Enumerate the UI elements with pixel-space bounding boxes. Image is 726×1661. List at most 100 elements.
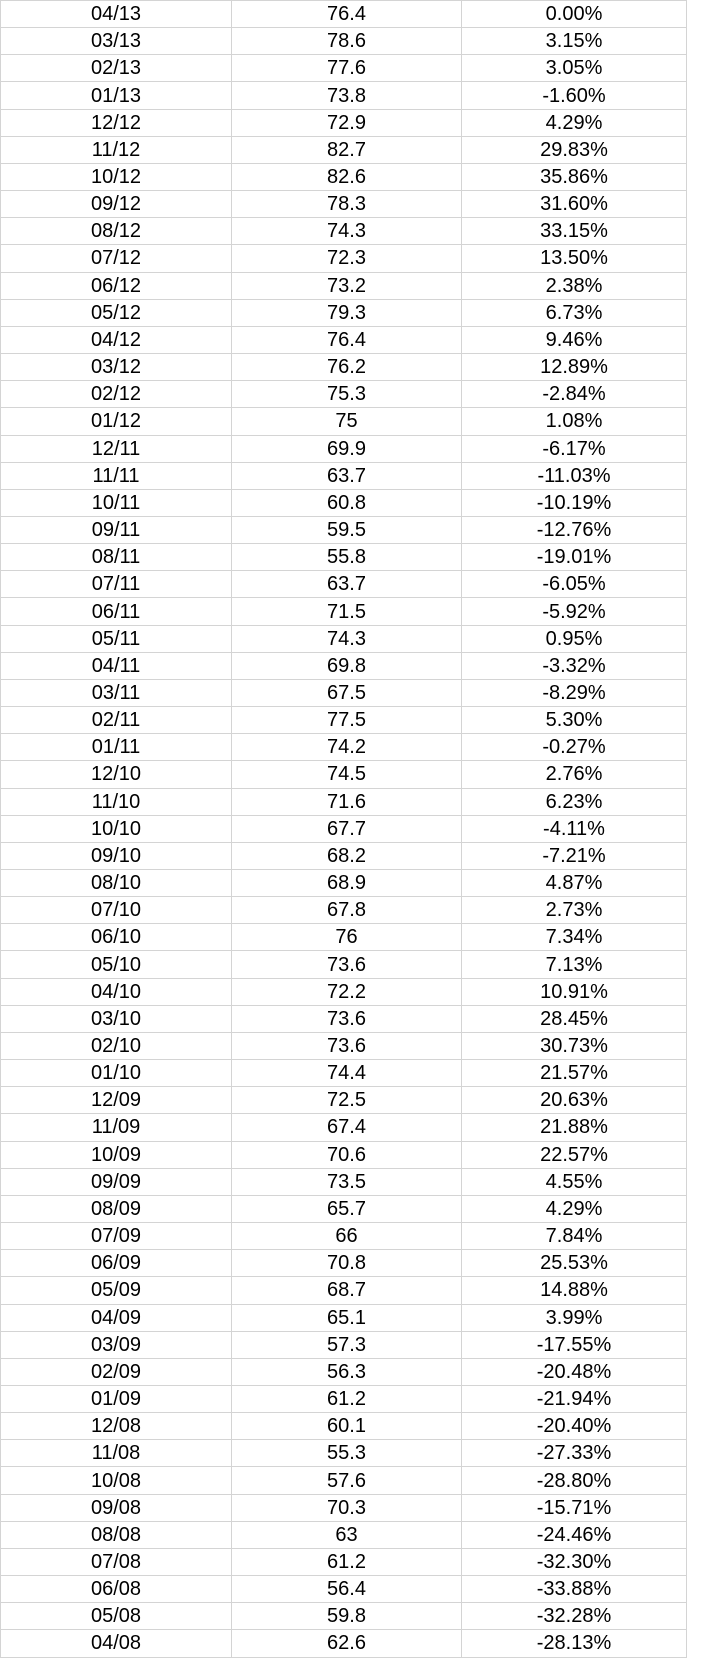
month-cell[interactable]: 07/10 xyxy=(0,896,232,925)
month-cell[interactable]: 05/08 xyxy=(0,1602,232,1631)
value-cell[interactable]: 82.7 xyxy=(231,135,462,164)
value-cell[interactable]: 73.8 xyxy=(231,81,462,110)
value-cell[interactable]: 77.5 xyxy=(231,706,462,735)
month-cell[interactable]: 02/09 xyxy=(0,1357,232,1386)
month-cell[interactable]: 06/12 xyxy=(0,271,232,300)
change-cell[interactable]: -1.60% xyxy=(461,81,687,110)
change-cell[interactable]: -2.84% xyxy=(461,380,687,409)
change-cell[interactable]: -8.29% xyxy=(461,678,687,708)
month-cell[interactable]: 03/13 xyxy=(0,27,232,56)
change-cell[interactable]: 2.73% xyxy=(461,896,687,925)
value-cell[interactable]: 73.6 xyxy=(231,950,462,979)
value-cell[interactable]: 61.2 xyxy=(231,1384,462,1414)
month-cell[interactable]: 10/12 xyxy=(0,162,232,192)
change-cell[interactable]: -17.55% xyxy=(461,1330,687,1359)
change-cell[interactable]: -11.03% xyxy=(461,461,687,490)
month-cell[interactable]: 03/11 xyxy=(0,678,232,708)
value-cell[interactable]: 67.8 xyxy=(231,896,462,925)
month-cell[interactable]: 02/13 xyxy=(0,54,232,83)
value-cell[interactable]: 65.7 xyxy=(231,1194,462,1224)
value-cell[interactable]: 69.8 xyxy=(231,651,462,680)
month-cell[interactable]: 05/12 xyxy=(0,298,232,327)
value-cell[interactable]: 55.8 xyxy=(231,543,462,572)
value-cell[interactable]: 74.4 xyxy=(231,1059,462,1088)
value-cell[interactable]: 68.2 xyxy=(231,841,462,871)
month-cell[interactable]: 04/10 xyxy=(0,977,232,1006)
change-cell[interactable]: -32.28% xyxy=(461,1602,687,1631)
month-cell[interactable]: 06/10 xyxy=(0,923,232,952)
change-cell[interactable]: 21.57% xyxy=(461,1059,687,1088)
value-cell[interactable]: 72.2 xyxy=(231,977,462,1006)
value-cell[interactable]: 67.7 xyxy=(231,814,462,843)
month-cell[interactable]: 11/09 xyxy=(0,1113,232,1142)
value-cell[interactable]: 75 xyxy=(231,407,462,436)
value-cell[interactable]: 56.3 xyxy=(231,1357,462,1386)
value-cell[interactable]: 68.7 xyxy=(231,1276,462,1305)
month-cell[interactable]: 07/08 xyxy=(0,1547,232,1577)
value-cell[interactable]: 78.6 xyxy=(231,27,462,56)
month-cell[interactable]: 05/09 xyxy=(0,1276,232,1305)
value-cell[interactable]: 72.3 xyxy=(231,244,462,273)
month-cell[interactable]: 07/12 xyxy=(0,244,232,273)
value-cell[interactable]: 79.3 xyxy=(231,298,462,327)
change-cell[interactable]: 28.45% xyxy=(461,1004,687,1033)
month-cell[interactable]: 09/12 xyxy=(0,190,232,219)
month-cell[interactable]: 12/12 xyxy=(0,108,232,137)
month-cell[interactable]: 02/12 xyxy=(0,380,232,409)
month-cell[interactable]: 03/12 xyxy=(0,353,232,382)
value-cell[interactable]: 59.8 xyxy=(231,1602,462,1631)
value-cell[interactable]: 71.5 xyxy=(231,597,462,626)
change-cell[interactable]: -0.27% xyxy=(461,733,687,762)
month-cell[interactable]: 01/09 xyxy=(0,1384,232,1414)
value-cell[interactable]: 63.7 xyxy=(231,461,462,490)
month-cell[interactable]: 11/10 xyxy=(0,787,232,816)
month-cell[interactable]: 09/08 xyxy=(0,1493,232,1522)
value-cell[interactable]: 72.5 xyxy=(231,1086,462,1115)
change-cell[interactable]: 6.73% xyxy=(461,298,687,327)
change-cell[interactable]: 2.76% xyxy=(461,760,687,789)
value-cell[interactable]: 70.3 xyxy=(231,1493,462,1522)
month-cell[interactable]: 09/09 xyxy=(0,1167,232,1196)
value-cell[interactable]: 71.6 xyxy=(231,787,462,816)
month-cell[interactable]: 01/10 xyxy=(0,1059,232,1088)
month-cell[interactable]: 02/10 xyxy=(0,1031,232,1061)
change-cell[interactable]: 31.60% xyxy=(461,190,687,219)
change-cell[interactable]: 7.34% xyxy=(461,923,687,952)
month-cell[interactable]: 04/11 xyxy=(0,651,232,680)
month-cell[interactable]: 06/11 xyxy=(0,597,232,626)
change-cell[interactable]: 22.57% xyxy=(461,1140,687,1169)
month-cell[interactable]: 07/11 xyxy=(0,570,232,599)
change-cell[interactable]: -28.80% xyxy=(461,1466,687,1495)
value-cell[interactable]: 73.6 xyxy=(231,1004,462,1033)
change-cell[interactable]: -20.40% xyxy=(461,1412,687,1441)
change-cell[interactable]: 4.29% xyxy=(461,108,687,137)
change-cell[interactable]: 0.00% xyxy=(461,0,687,29)
change-cell[interactable]: -12.76% xyxy=(461,515,687,545)
value-cell[interactable]: 67.4 xyxy=(231,1113,462,1142)
value-cell[interactable]: 76.4 xyxy=(231,0,462,29)
value-cell[interactable]: 70.8 xyxy=(231,1249,462,1278)
value-cell[interactable]: 62.6 xyxy=(231,1629,462,1658)
month-cell[interactable]: 08/12 xyxy=(0,217,232,246)
month-cell[interactable]: 08/09 xyxy=(0,1194,232,1224)
value-cell[interactable]: 63.7 xyxy=(231,570,462,599)
month-cell[interactable]: 12/10 xyxy=(0,760,232,789)
value-cell[interactable]: 68.9 xyxy=(231,868,462,898)
change-cell[interactable]: -24.46% xyxy=(461,1520,687,1549)
change-cell[interactable]: 30.73% xyxy=(461,1031,687,1061)
change-cell[interactable]: -10.19% xyxy=(461,488,687,517)
change-cell[interactable]: 3.05% xyxy=(461,54,687,83)
change-cell[interactable]: -6.17% xyxy=(461,434,687,463)
month-cell[interactable]: 12/08 xyxy=(0,1412,232,1441)
change-cell[interactable]: -5.92% xyxy=(461,597,687,626)
change-cell[interactable]: 3.99% xyxy=(461,1303,687,1332)
change-cell[interactable]: -33.88% xyxy=(461,1575,687,1604)
change-cell[interactable]: -28.13% xyxy=(461,1629,687,1658)
value-cell[interactable]: 63 xyxy=(231,1520,462,1549)
value-cell[interactable]: 67.5 xyxy=(231,678,462,708)
change-cell[interactable]: 3.15% xyxy=(461,27,687,56)
change-cell[interactable]: -19.01% xyxy=(461,543,687,572)
change-cell[interactable]: 9.46% xyxy=(461,325,687,355)
change-cell[interactable]: 20.63% xyxy=(461,1086,687,1115)
month-cell[interactable]: 07/09 xyxy=(0,1222,232,1251)
